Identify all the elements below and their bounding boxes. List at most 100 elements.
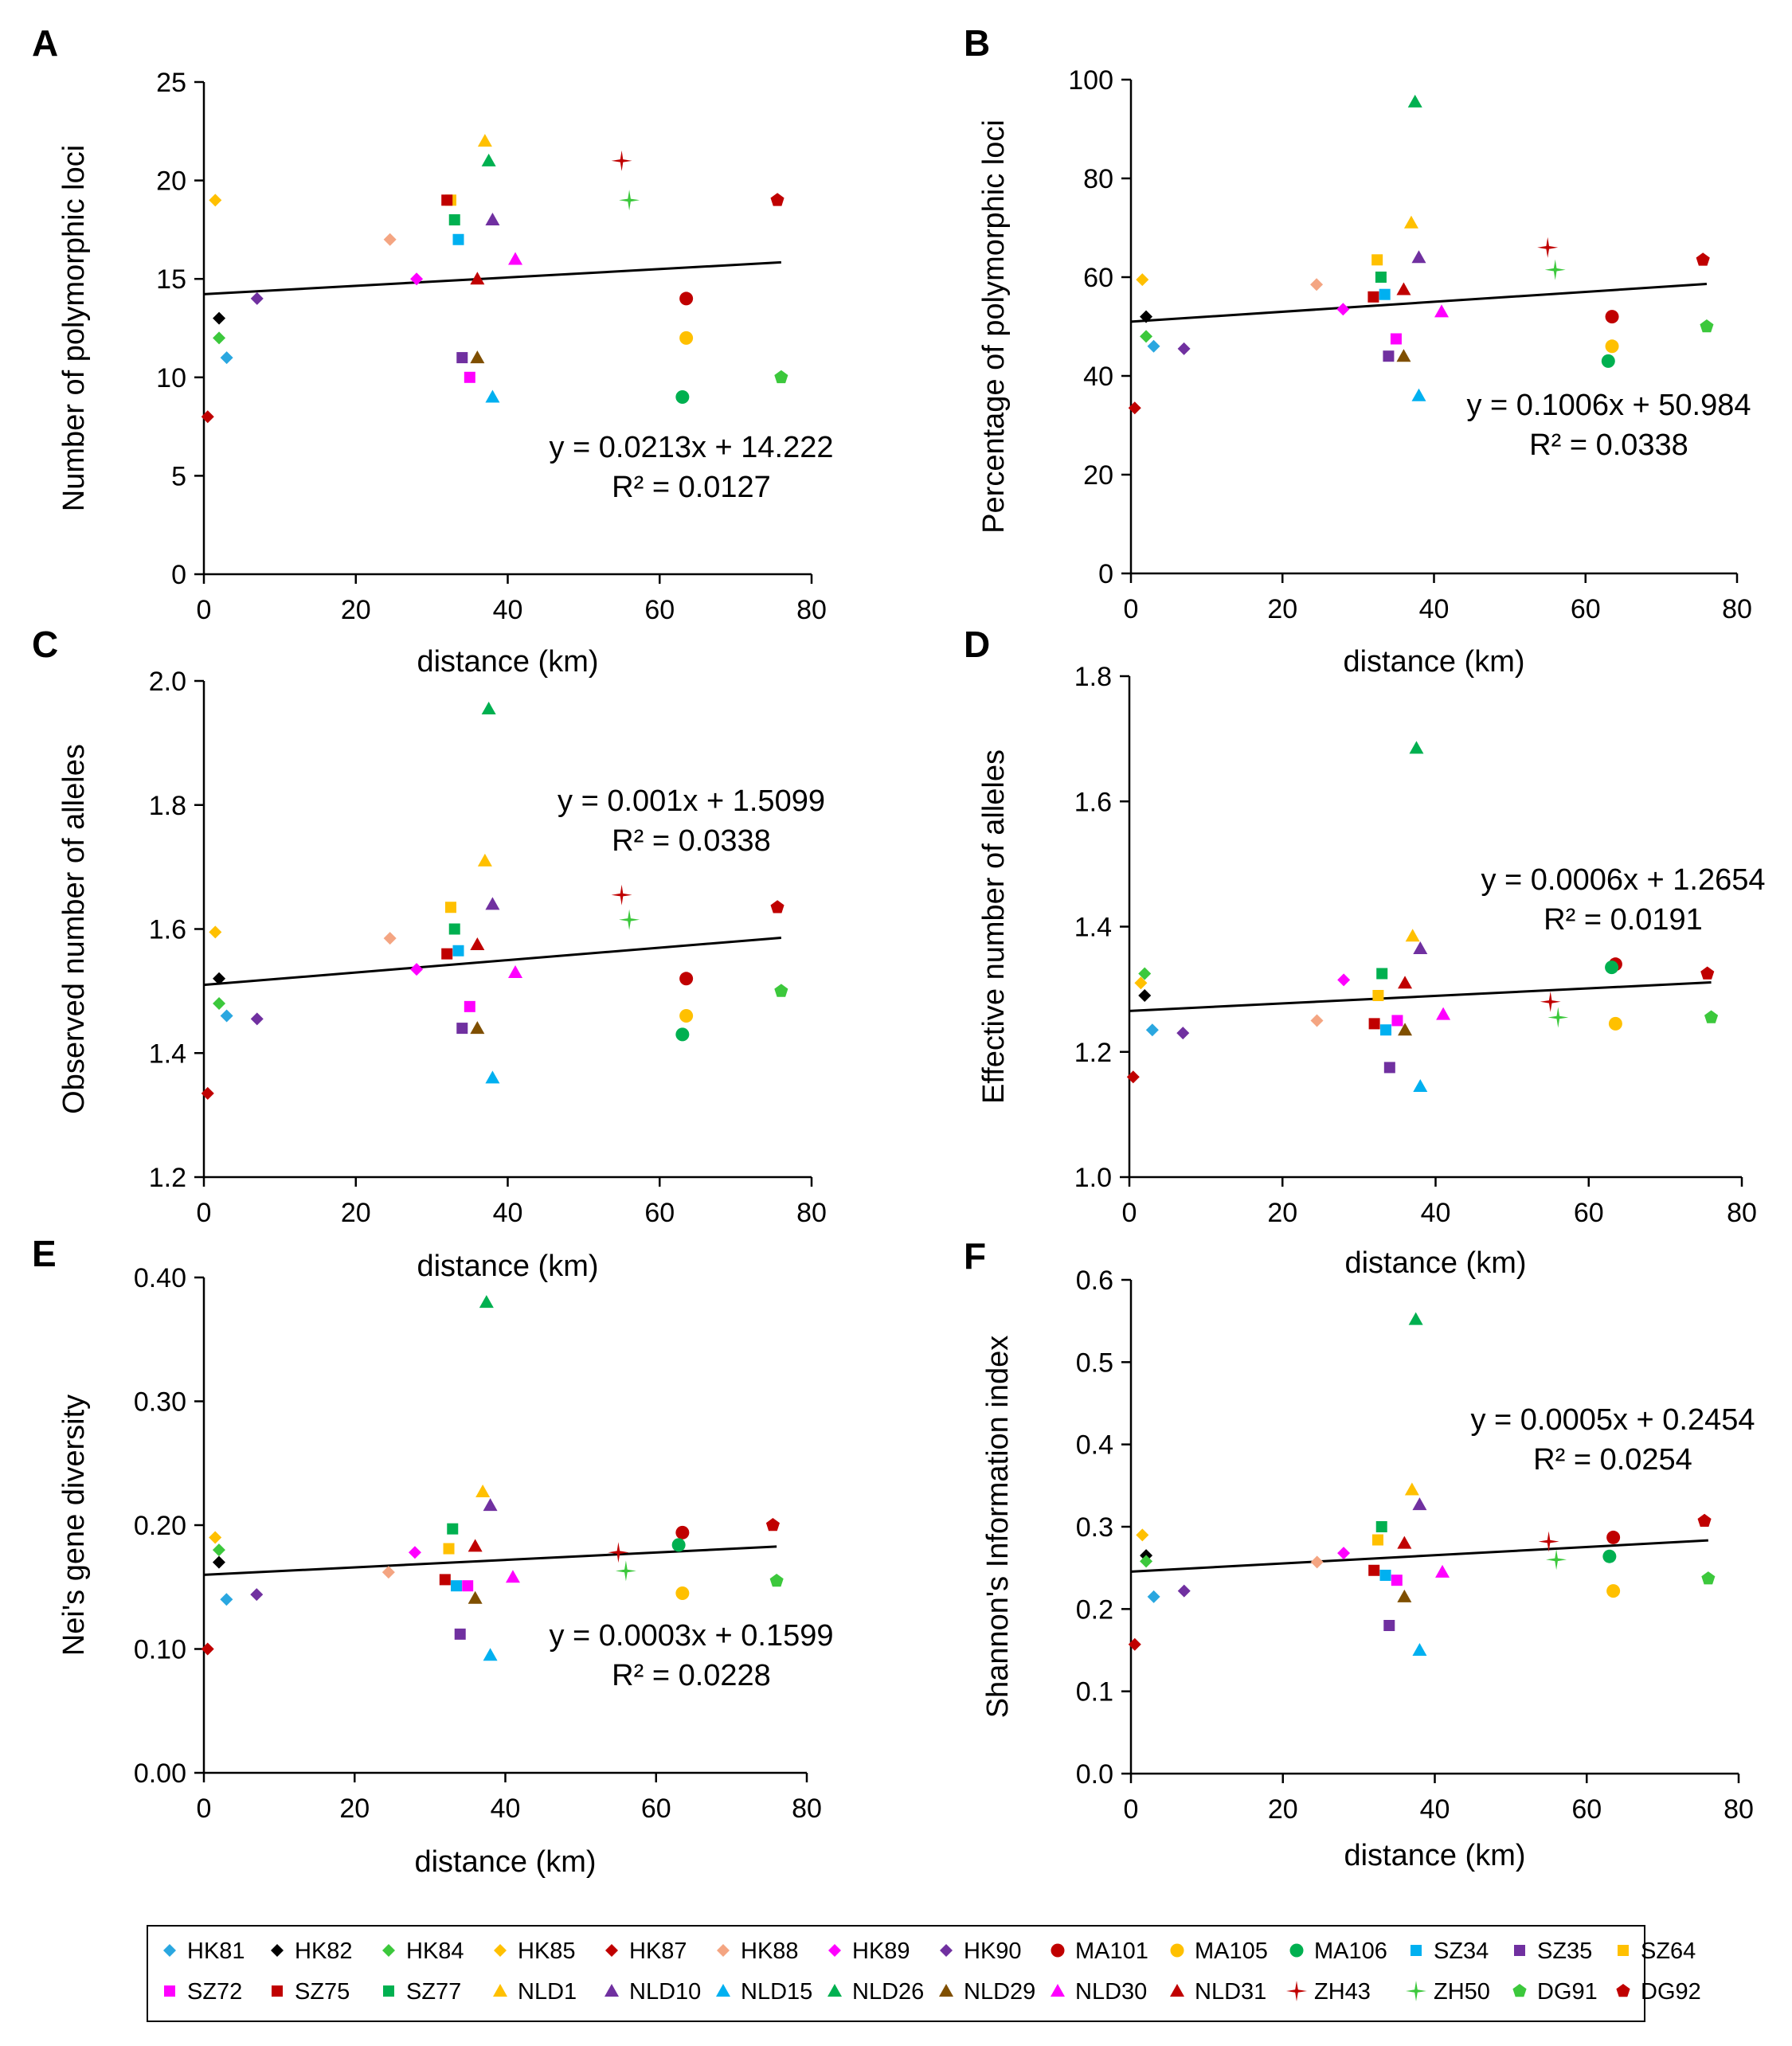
point-ma106: [675, 390, 690, 405]
y-tick-label: 0.20: [134, 1511, 186, 1541]
y-tick-label: 0.1: [1076, 1677, 1113, 1708]
legend-item-sz72: SZ72: [164, 1979, 242, 2005]
legend-item-hk82: HK82: [271, 1938, 353, 1964]
point-nld31: [470, 937, 485, 950]
point-nld31: [468, 1539, 483, 1552]
point-nld1: [477, 134, 492, 147]
legend-marker: [717, 1944, 730, 1957]
y-axis-label: Effective number of alleles: [977, 749, 1011, 1104]
legend-item-hk90: HK90: [940, 1938, 1022, 1964]
legend-label: HK88: [741, 1938, 799, 1964]
y-tick-label: 25: [156, 68, 186, 98]
point-zh43: [1540, 991, 1561, 1012]
legend-label: ZH43: [1314, 1979, 1371, 2005]
y-tick-label: 1.8: [1074, 662, 1112, 692]
x-tick-label: 60: [644, 1198, 675, 1228]
point-ma106: [1605, 960, 1619, 975]
trend-equation: y = 0.0006x + 1.2654: [1481, 863, 1765, 897]
point-dg91: [774, 984, 788, 997]
point-sz35: [454, 1628, 466, 1640]
point-hk90: [250, 1012, 264, 1026]
legend-label: NLD1: [518, 1979, 577, 2005]
panel-e: E 0.00 0.10 0.20 0.30 0.40 0 20 40 60 80 distance (…: [32, 1233, 834, 1879]
legend-label: SZ72: [187, 1979, 242, 2005]
panel-b: B 0 20 40 60 80 100 0 20 40 60 80 distance (km) Perce…: [964, 22, 1752, 679]
x-tick-label: 80: [1727, 1198, 1757, 1228]
legend-item-zh50: ZH50: [1406, 1979, 1490, 2005]
x-axis-label: distance (km): [417, 645, 598, 679]
x-tick-label: 60: [1571, 1794, 1602, 1825]
legend-label: MA106: [1314, 1938, 1387, 1964]
point-nld31: [1397, 1535, 1412, 1549]
y-tick-label: 1.2: [1074, 1038, 1112, 1068]
legend-item-hk81: HK81: [163, 1938, 245, 1964]
legend-item-ma105: MA105: [1170, 1938, 1268, 1964]
y-tick-label: 0: [171, 560, 186, 590]
legend-item-hk89: HK89: [828, 1938, 910, 1964]
point-nld15: [1411, 388, 1426, 401]
point-sz64: [1371, 1534, 1383, 1546]
legend-item-ma106: MA106: [1289, 1938, 1387, 1964]
legend-item-nld30: NLD30: [1051, 1979, 1147, 2005]
point-sz77: [448, 923, 460, 935]
point-ma101: [1605, 310, 1619, 324]
trendline: [203, 936, 781, 987]
point-zh50: [619, 190, 640, 211]
point-ma105: [679, 1009, 694, 1023]
point-zh43: [611, 884, 632, 906]
point-sz75: [441, 948, 453, 960]
point-nld1: [1404, 1482, 1419, 1496]
legend-marker: [1289, 1943, 1304, 1958]
data-points: [201, 702, 788, 1100]
trend-r2: R² = 0.0338: [1529, 428, 1688, 462]
x-tick-label: 0: [197, 595, 212, 625]
legend-label: HK90: [964, 1938, 1022, 1964]
point-nld10: [483, 1498, 498, 1512]
legend-marker: [1051, 1984, 1065, 1997]
point-dg92: [1700, 966, 1715, 980]
legend-item-hk84: HK84: [382, 1938, 464, 1964]
point-nld29: [470, 350, 485, 364]
point-hk82: [1140, 310, 1153, 323]
point-sz72: [1391, 1575, 1403, 1586]
point-hk82: [1138, 988, 1152, 1002]
point-sz34: [452, 945, 464, 956]
legend-marker: [271, 1944, 284, 1957]
point-dg92: [765, 1518, 780, 1532]
y-tick-label: 0.2: [1076, 1594, 1113, 1625]
legend-marker: [605, 1944, 618, 1957]
point-nld30: [1435, 1564, 1450, 1578]
point-nld15: [1413, 1078, 1428, 1092]
point-zh43: [1537, 237, 1559, 258]
point-hk88: [1310, 278, 1324, 291]
y-tick-label: 0.4: [1076, 1430, 1113, 1461]
point-sz35: [456, 352, 468, 364]
legend-item-nld26: NLD26: [828, 1979, 924, 2005]
point-nld26: [479, 1295, 494, 1309]
legend-item-sz64: SZ64: [1618, 1938, 1696, 1964]
point-hk84: [213, 996, 226, 1010]
panel-letter: F: [964, 1235, 986, 1277]
point-hk84: [1138, 967, 1152, 980]
panel-letter: C: [32, 624, 58, 665]
y-tick-label: 0.5: [1076, 1348, 1113, 1378]
y-tick-label: 0.3: [1076, 1512, 1113, 1543]
point-nld31: [1396, 282, 1411, 295]
trend-equation: y = 0.0213x + 14.222: [549, 431, 833, 464]
point-nld31: [470, 272, 485, 285]
point-nld31: [1398, 976, 1413, 989]
point-hk85: [209, 925, 222, 939]
point-dg91: [774, 370, 788, 384]
point-hk85: [209, 1531, 222, 1544]
point-nld30: [508, 252, 523, 265]
point-sz34: [450, 1580, 462, 1592]
x-tick-label: 60: [1571, 594, 1601, 624]
legend-marker: [1411, 1945, 1422, 1956]
point-hk81: [1147, 1590, 1160, 1603]
panel-letter: E: [32, 1233, 57, 1274]
point-hk88: [383, 233, 397, 246]
y-tick-label: 1.4: [149, 1039, 186, 1069]
legend-item-hk85: HK85: [494, 1938, 576, 1964]
trendline: [1129, 980, 1712, 1012]
y-tick-label: 80: [1083, 164, 1113, 194]
